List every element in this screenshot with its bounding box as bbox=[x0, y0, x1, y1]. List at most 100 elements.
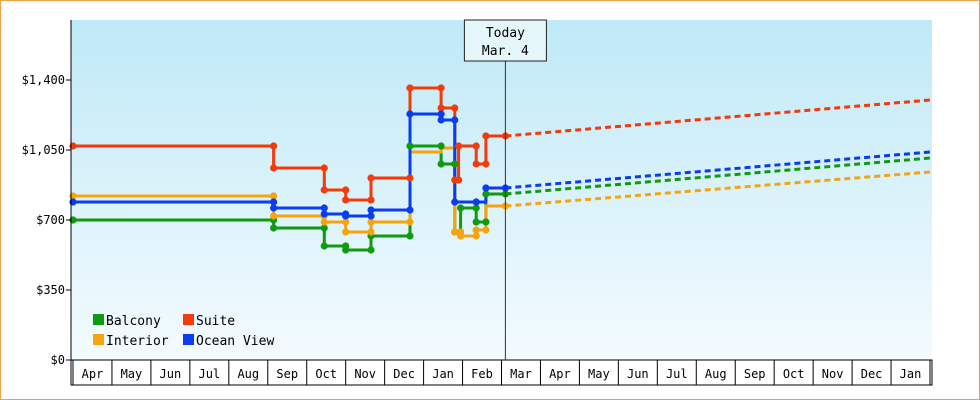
data-point-suite bbox=[270, 142, 278, 150]
axes: $0 $350 $700 $1,050 $1,400 Apr May Jun Jul Aug Sep… bbox=[22, 20, 933, 386]
data-point-suite bbox=[472, 142, 480, 150]
data-point-interior bbox=[451, 228, 459, 236]
data-point-suite bbox=[406, 84, 414, 92]
legend-label-interior: Interior bbox=[106, 334, 169, 349]
data-point-balcony bbox=[342, 246, 350, 254]
data-point-interior bbox=[367, 228, 375, 236]
data-point-balcony bbox=[406, 142, 414, 150]
data-point-suite bbox=[270, 164, 278, 172]
data-point-interior bbox=[472, 232, 480, 240]
x-tick-label: May bbox=[588, 367, 610, 381]
x-tick-label: Mar bbox=[510, 367, 532, 381]
x-tick-label: Jul bbox=[666, 367, 688, 381]
data-point-suite bbox=[367, 174, 375, 182]
data-point-ocean-view bbox=[472, 198, 480, 206]
data-point-balcony bbox=[472, 204, 480, 212]
data-point-balcony bbox=[472, 218, 480, 226]
x-tick-label: Jun bbox=[627, 367, 649, 381]
x-tick-label: Aug bbox=[705, 367, 727, 381]
y-tick-label: $700 bbox=[36, 213, 65, 227]
today-marker: Today Mar. 4 bbox=[463, 19, 547, 360]
legend-label-suite: Suite bbox=[196, 314, 235, 329]
data-point-ocean-view bbox=[437, 110, 445, 118]
data-point-suite bbox=[482, 160, 490, 168]
data-point-interior bbox=[320, 218, 328, 226]
data-point-balcony bbox=[320, 242, 328, 250]
data-point-ocean-view bbox=[367, 212, 375, 220]
x-tick-label: Apr bbox=[549, 367, 571, 381]
data-point-suite bbox=[437, 104, 445, 112]
data-point-balcony bbox=[270, 224, 278, 232]
today-date: Mar. 4 bbox=[482, 44, 529, 59]
x-tick-label: Jan bbox=[432, 367, 454, 381]
x-tick-label: Jan bbox=[900, 367, 922, 381]
data-point-ocean-view bbox=[406, 206, 414, 214]
legend-label-ocean-view: Ocean View bbox=[196, 334, 274, 349]
data-point-balcony bbox=[367, 246, 375, 254]
data-point-balcony bbox=[437, 160, 445, 168]
today-label: Today bbox=[486, 26, 525, 41]
data-point-suite bbox=[342, 196, 350, 204]
data-point-suite bbox=[437, 84, 445, 92]
data-point-suite bbox=[451, 104, 459, 112]
data-point-suite bbox=[320, 186, 328, 194]
data-point-ocean-view bbox=[367, 206, 375, 214]
data-point-suite bbox=[342, 186, 350, 194]
data-point-suite bbox=[482, 132, 490, 140]
legend-swatch-suite bbox=[183, 314, 194, 325]
legend-swatch-balcony bbox=[93, 314, 104, 325]
y-tick-label: $0 bbox=[51, 353, 65, 367]
y-tick-label: $1,050 bbox=[22, 143, 65, 157]
data-point-suite bbox=[455, 176, 463, 184]
data-point-ocean-view bbox=[437, 116, 445, 124]
forecast-line-balcony bbox=[505, 156, 931, 196]
forecast-lines bbox=[505, 98, 931, 208]
data-point-ocean-view bbox=[270, 198, 278, 206]
data-point-interior bbox=[342, 218, 350, 226]
data-point-suite bbox=[69, 142, 77, 150]
forecast-line-ocean-view bbox=[505, 150, 931, 190]
data-point-interior bbox=[472, 226, 480, 234]
forecast-line-interior bbox=[505, 170, 931, 208]
data-point-suite bbox=[367, 196, 375, 204]
x-tick-label: Nov bbox=[822, 367, 844, 381]
x-tick-label: Aug bbox=[237, 367, 259, 381]
x-tick-label: Oct bbox=[783, 367, 805, 381]
data-point-ocean-view bbox=[482, 184, 490, 192]
data-point-ocean-view bbox=[451, 116, 459, 124]
data-point-balcony bbox=[451, 160, 459, 168]
y-tick-label: $350 bbox=[36, 283, 65, 297]
x-tick-label: Dec bbox=[861, 367, 883, 381]
data-point-ocean-view bbox=[342, 212, 350, 220]
data-point-suite bbox=[406, 174, 414, 182]
data-point-balcony bbox=[456, 204, 465, 212]
data-point-ocean-view bbox=[69, 198, 77, 206]
data-point-interior bbox=[270, 192, 278, 200]
data-point-balcony bbox=[482, 190, 490, 198]
data-point-suite bbox=[455, 142, 463, 150]
data-point-interior bbox=[406, 218, 414, 226]
x-tick-label: Dec bbox=[393, 367, 415, 381]
data-point-ocean-view bbox=[406, 110, 414, 118]
data-point-balcony bbox=[437, 142, 445, 150]
data-point-ocean-view bbox=[320, 210, 328, 218]
data-point-ocean-view bbox=[320, 204, 328, 212]
legend: Balcony Suite Interior Ocean View bbox=[93, 314, 274, 349]
x-tick-label: Nov bbox=[354, 367, 376, 381]
plot-area bbox=[71, 20, 932, 360]
data-point-interior bbox=[270, 212, 278, 220]
x-tick-label: May bbox=[121, 367, 143, 381]
data-point-balcony bbox=[406, 232, 414, 240]
x-tick-label: Sep bbox=[744, 367, 766, 381]
x-tick-label: Sep bbox=[276, 367, 298, 381]
y-tick-label: $1,400 bbox=[22, 73, 65, 87]
x-tick-label: Jun bbox=[160, 367, 182, 381]
legend-swatch-ocean-view bbox=[183, 334, 194, 345]
x-tick-label: Feb bbox=[471, 367, 493, 381]
history-line-balcony bbox=[73, 144, 506, 252]
history-line-suite bbox=[73, 86, 506, 202]
data-point-suite bbox=[472, 160, 480, 168]
data-markers bbox=[69, 84, 509, 254]
forecast-line-suite bbox=[505, 98, 931, 138]
data-point-balcony bbox=[482, 218, 490, 226]
